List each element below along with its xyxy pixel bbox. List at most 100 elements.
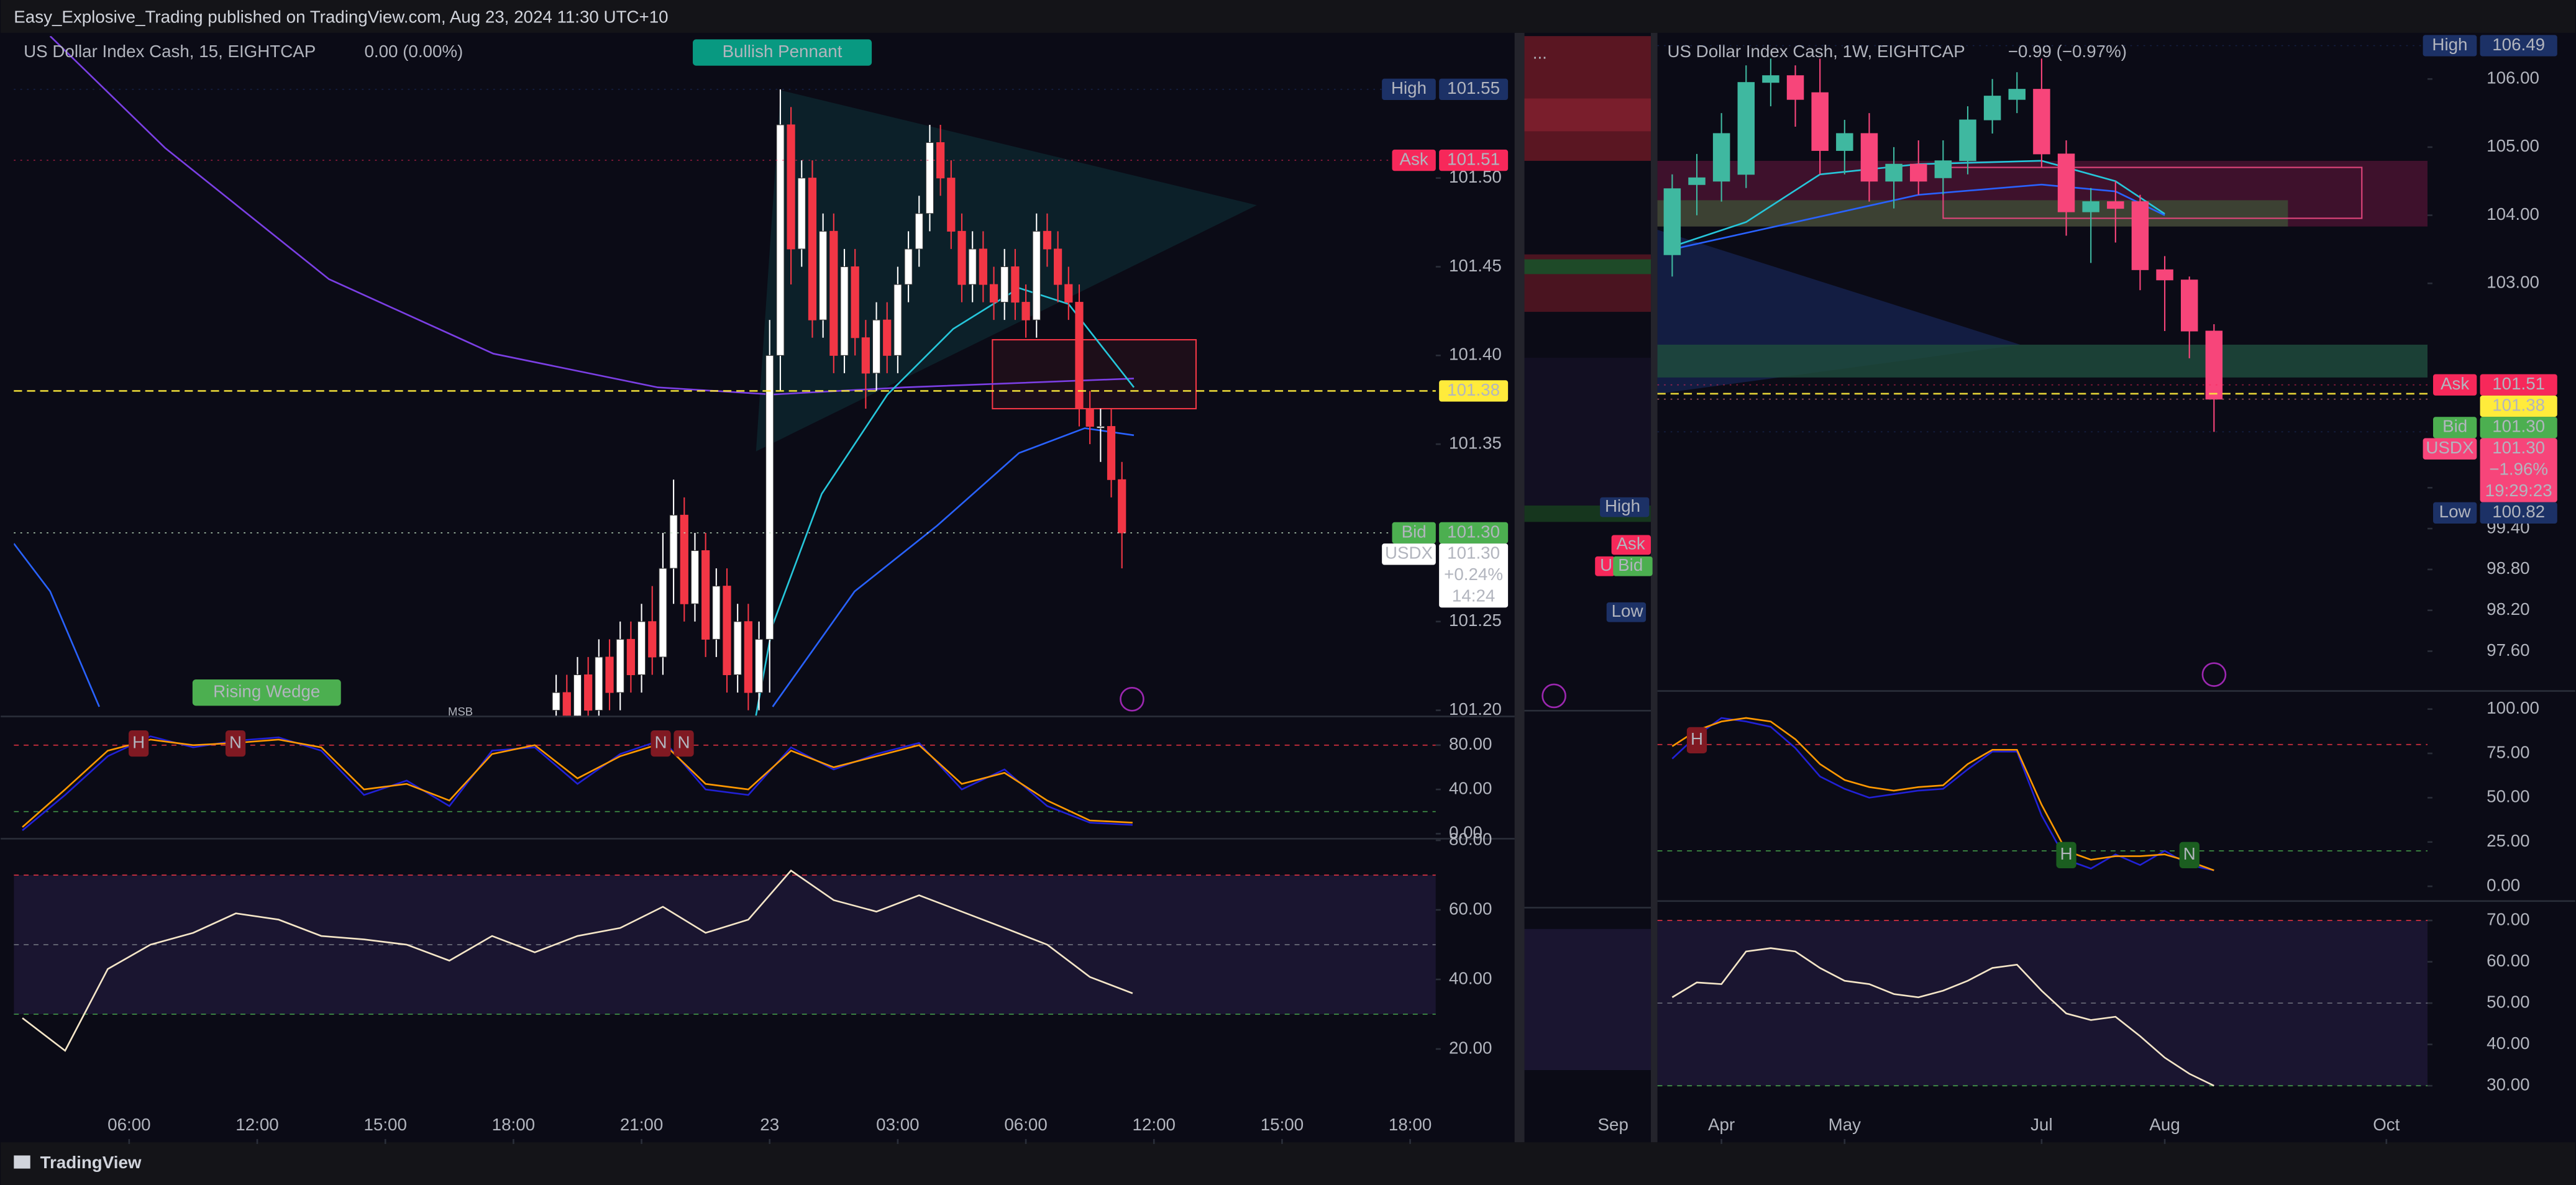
- candle-body: [1934, 160, 1952, 178]
- annotation-badge: [1686, 727, 1707, 753]
- candle-body: [1737, 82, 1755, 175]
- candle-body: [626, 638, 635, 676]
- price-tag-label: High: [1391, 78, 1427, 98]
- price-tag-line: −1.96%: [2489, 459, 2548, 478]
- middle-label: High: [1605, 496, 1640, 515]
- candle-body: [765, 355, 774, 640]
- candle-body: [754, 638, 764, 693]
- candle-body: [1043, 230, 1052, 250]
- candle-body: [883, 319, 892, 356]
- candle-body: [1054, 248, 1062, 285]
- candle-body: [840, 266, 849, 356]
- annotation: H: [1691, 729, 1703, 748]
- price-tag-label-bg: [2432, 502, 2477, 524]
- price-tag-label-bg: [1382, 543, 1436, 565]
- annotation: Bullish Pennant: [723, 42, 843, 61]
- candle-body: [690, 550, 700, 604]
- zone: [1657, 344, 2428, 378]
- candle-body: [669, 514, 678, 569]
- candle-body: [957, 230, 966, 285]
- band: [1524, 928, 1651, 1071]
- y-tick-label: 0.00: [1449, 823, 1482, 842]
- series-line: [22, 869, 1133, 1052]
- header-bar: [1, 0, 2575, 33]
- price-tag-value: 101.30: [1447, 543, 1500, 563]
- candle-body: [616, 638, 624, 693]
- middle-label: Bid: [1618, 555, 1643, 574]
- annotation: Rising Wedge: [213, 682, 320, 701]
- price-tag-label: USDX: [1385, 543, 1433, 563]
- y-tick-label: 104.00: [2487, 204, 2539, 224]
- price-tag: [1439, 149, 1509, 171]
- series-line: [1671, 717, 2214, 871]
- price-tag: [1439, 380, 1509, 402]
- candle-body: [1011, 266, 1020, 303]
- y-tick-label: 40.00: [1449, 778, 1492, 797]
- price-tag: [2480, 374, 2557, 396]
- candle-body: [1786, 75, 1804, 100]
- y-tick-label: 101.20: [1449, 699, 1502, 719]
- zone: [1524, 98, 1651, 132]
- price-tag: [1439, 543, 1509, 608]
- candle-body: [1983, 96, 2001, 120]
- chart-subtitle: 0.00 (0.00%): [365, 42, 464, 61]
- panel: [14, 36, 1135, 716]
- series-line: [1671, 947, 2214, 1087]
- candle-body: [584, 674, 593, 711]
- candle-body: [1836, 133, 1853, 151]
- candle-body: [1811, 92, 1829, 151]
- candle-body: [915, 213, 923, 250]
- candle-body: [2107, 201, 2124, 209]
- candle-body: [573, 674, 582, 716]
- footer-text: TradingView: [40, 1153, 142, 1172]
- candle-body: [1075, 302, 1084, 409]
- y-tick-label: 106.00: [2487, 68, 2539, 88]
- price-tag: [1439, 78, 1509, 101]
- candle-body: [562, 692, 571, 716]
- separator: [1651, 32, 1658, 1143]
- candle-body: [1885, 163, 1902, 182]
- middle-label: Ask: [1617, 534, 1645, 553]
- candle-body: [2131, 201, 2149, 270]
- candle-body: [1096, 426, 1105, 429]
- candle-body: [861, 337, 870, 374]
- y-tick-label: 101.45: [1449, 256, 1502, 275]
- candle-body: [925, 142, 934, 214]
- label-badge: [1600, 497, 1650, 517]
- y-tick-label: 101.40: [1449, 345, 1502, 364]
- price-tag-line: 14:24: [1452, 586, 1495, 605]
- candle-body: [637, 621, 646, 676]
- price-tag-value: 101.30: [2492, 417, 2545, 436]
- y-tick-label: 60.00: [1449, 899, 1492, 918]
- y-tick-label: 40.00: [2487, 1033, 2529, 1053]
- price-tag-label-bg: [1392, 522, 1436, 544]
- x-tick-label: 15:00: [1261, 1115, 1304, 1134]
- candle-body: [1085, 408, 1094, 427]
- annotation: MSB: [448, 705, 473, 718]
- price-tag-value: 100.82: [2492, 502, 2545, 521]
- candle-body: [1064, 284, 1073, 303]
- series-line: [22, 738, 1133, 828]
- price-tag-label: High: [2432, 35, 2467, 54]
- annotation-badge: [129, 730, 149, 757]
- candle-body: [1032, 230, 1041, 320]
- annotation-badge: [2179, 842, 2199, 868]
- price-tag-label: Ask: [1400, 149, 1428, 168]
- price-tag-value: 101.38: [2492, 395, 2545, 414]
- y-tick-label: 25.00: [2487, 831, 2529, 850]
- price-tag-label: Ask: [2441, 374, 2469, 393]
- price-tag-value: 101.51: [2492, 374, 2545, 393]
- candle-body: [904, 248, 913, 285]
- chart-subtitle: −0.99 (−0.97%): [2008, 42, 2127, 61]
- series-line: [49, 36, 1135, 396]
- candle-body: [797, 178, 806, 250]
- y-tick-label: 80.00: [1449, 734, 1492, 753]
- candle-body: [979, 248, 987, 285]
- y-tick-label: 98.80: [2487, 558, 2529, 578]
- candle-body: [1663, 188, 1681, 255]
- candle-body: [947, 178, 956, 232]
- x-tick-label: 18:00: [1389, 1115, 1432, 1134]
- x-tick-label: 18:00: [492, 1115, 535, 1134]
- y-tick-label: 40.00: [1449, 968, 1492, 988]
- price-tag-label-bg: [1392, 149, 1436, 171]
